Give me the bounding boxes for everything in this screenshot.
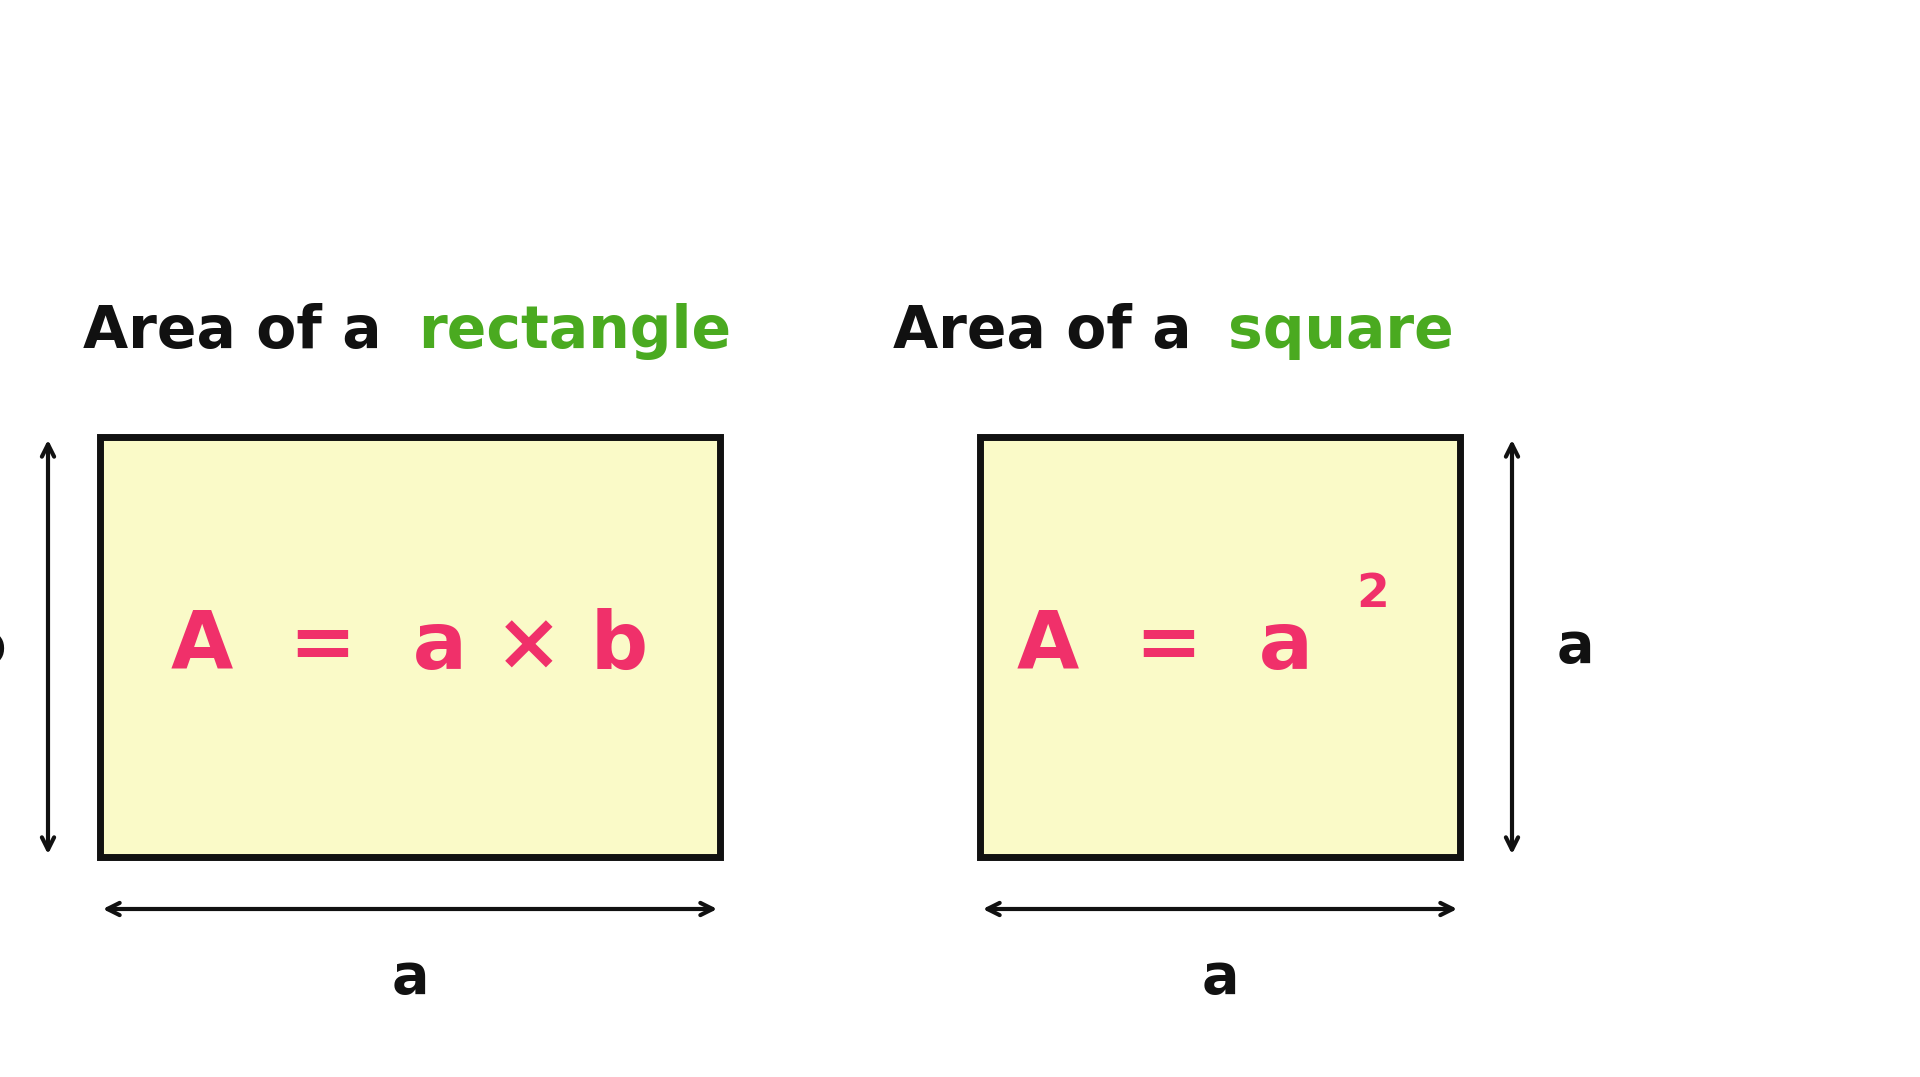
Text: square: square bbox=[1229, 304, 1453, 361]
Bar bbox=[979, 437, 1459, 857]
Text: Area of a: Area of a bbox=[893, 304, 1212, 361]
Text: Area of a: Area of a bbox=[83, 304, 401, 361]
Text: b: b bbox=[0, 620, 6, 674]
Text: a: a bbox=[392, 951, 428, 1005]
Text: rectangle: rectangle bbox=[419, 304, 732, 361]
Bar bbox=[100, 437, 720, 857]
Text: a: a bbox=[1557, 620, 1594, 674]
Text: A  =  a × b: A = a × b bbox=[171, 609, 649, 686]
Text: 2: 2 bbox=[1357, 573, 1390, 617]
Text: A  =  a: A = a bbox=[1018, 609, 1313, 686]
Text: a: a bbox=[1202, 951, 1238, 1005]
